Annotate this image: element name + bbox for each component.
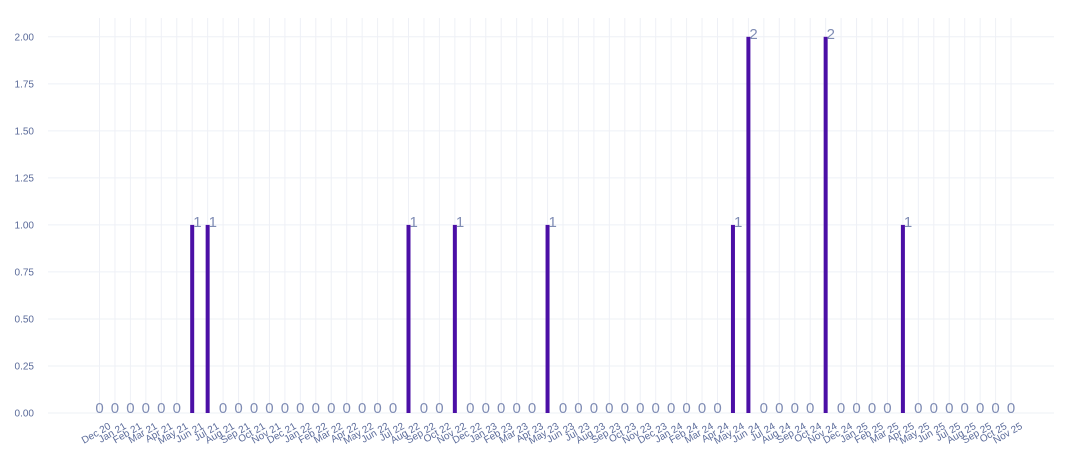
data-label: 0 <box>590 400 598 417</box>
data-label: 0 <box>373 400 381 417</box>
data-label: 0 <box>95 400 103 417</box>
y-tick-label: 0.50 <box>15 314 35 325</box>
data-label: 0 <box>1007 400 1015 417</box>
y-tick-label: 1.50 <box>15 126 35 137</box>
data-label: 0 <box>173 400 181 417</box>
data-label: 0 <box>636 400 644 417</box>
bars <box>190 36 905 414</box>
data-label: 0 <box>930 400 938 417</box>
data-label: 1 <box>193 214 201 231</box>
data-label: 1 <box>904 214 912 231</box>
data-label: 0 <box>991 400 999 417</box>
data-label: 0 <box>358 400 366 417</box>
data-label: 0 <box>265 400 273 417</box>
data-label: 1 <box>549 214 557 231</box>
data-label: 0 <box>945 400 953 417</box>
data-label: 0 <box>327 400 335 417</box>
data-label: 0 <box>961 400 969 417</box>
data-label: 0 <box>976 400 984 417</box>
bar <box>545 224 550 413</box>
bar <box>205 224 210 413</box>
data-label: 0 <box>559 400 567 417</box>
data-label: 0 <box>760 400 768 417</box>
data-label: 0 <box>497 400 505 417</box>
gridlines <box>48 18 1054 414</box>
bar <box>900 224 905 413</box>
y-tick-label: 1.75 <box>15 79 35 90</box>
data-label: 0 <box>389 400 397 417</box>
data-label: 1 <box>456 214 464 231</box>
data-label: 0 <box>420 400 428 417</box>
data-label: 0 <box>605 400 613 417</box>
data-label: 0 <box>281 400 289 417</box>
data-label: 0 <box>852 400 860 417</box>
data-label: 0 <box>482 400 490 417</box>
data-label: 0 <box>682 400 690 417</box>
data-label: 2 <box>749 26 757 43</box>
data-label: 0 <box>343 400 351 417</box>
bar <box>823 36 828 414</box>
data-label: 0 <box>512 400 520 417</box>
y-tick-label: 0.25 <box>15 361 35 372</box>
data-label: 0 <box>667 400 675 417</box>
data-label: 0 <box>883 400 891 417</box>
data-label: 1 <box>734 214 742 231</box>
data-label: 0 <box>142 400 150 417</box>
data-label: 0 <box>296 400 304 417</box>
data-label: 0 <box>621 400 629 417</box>
data-label: 0 <box>111 400 119 417</box>
data-label: 0 <box>837 400 845 417</box>
y-tick-label: 2.00 <box>15 32 35 43</box>
data-label: 0 <box>806 400 814 417</box>
data-label: 0 <box>698 400 706 417</box>
data-label: 0 <box>868 400 876 417</box>
bar <box>452 224 457 413</box>
y-axis-ticks: 0.00 0.25 0.50 0.75 1.00 1.25 1.50 1.75 2.00 <box>15 32 35 419</box>
data-label: 0 <box>574 400 582 417</box>
data-label: 0 <box>312 400 320 417</box>
data-label: 0 <box>435 400 443 417</box>
data-label: 1 <box>410 214 418 231</box>
data-label: 0 <box>126 400 134 417</box>
y-tick-label: 1.00 <box>15 220 35 231</box>
data-labels: 0 0 0 0 0 01 10 0 0 0 0 0 0 0 0 0 0 010 010 0 0 0 010 0 0 0 0 0 0 0 0 0… <box>95 26 1015 417</box>
y-tick-label: 0.75 <box>15 267 35 278</box>
bar <box>730 224 735 413</box>
data-label: 1 <box>209 214 217 231</box>
data-label: 0 <box>234 400 242 417</box>
data-label: 0 <box>713 400 721 417</box>
data-label: 2 <box>827 26 835 43</box>
data-label: 0 <box>466 400 474 417</box>
y-tick-label: 0.00 <box>15 409 35 420</box>
y-tick-label: 1.25 <box>15 173 35 184</box>
data-label: 0 <box>791 400 799 417</box>
data-label: 0 <box>652 400 660 417</box>
bar <box>406 224 411 413</box>
data-label: 0 <box>914 400 922 417</box>
data-label: 0 <box>528 400 536 417</box>
bar <box>190 224 195 413</box>
data-label: 0 <box>157 400 165 417</box>
data-label: 0 <box>219 400 227 417</box>
data-label: 0 <box>775 400 783 417</box>
data-label: 0 <box>250 400 258 417</box>
bar <box>746 36 751 414</box>
